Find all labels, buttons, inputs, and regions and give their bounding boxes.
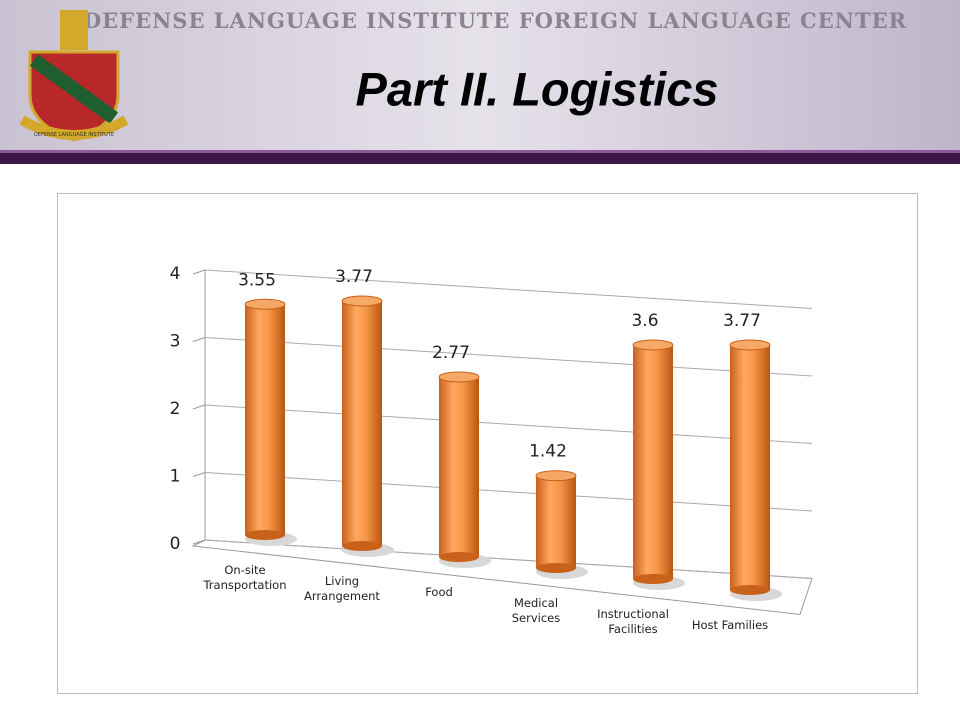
- logo: DEFENSE LANGUAGE INSTITUTE: [19, 10, 129, 142]
- y-tick-label: 1: [170, 467, 181, 487]
- logo-text: DEFENSE LANGUAGE INSTITUTE: [34, 132, 114, 138]
- cylinder-bottom: [730, 585, 770, 595]
- tick-mark: [192, 404, 206, 410]
- tick-mark: [192, 269, 206, 275]
- y-tick-label: 0: [170, 534, 181, 554]
- cylinder-bottom: [342, 541, 382, 551]
- grid-line: [204, 404, 813, 444]
- institute-name: DEFENSE LANGUAGE INSTITUTE FOREIGN LANGU…: [83, 8, 907, 33]
- slide-title: Part II. Logistics: [355, 62, 718, 115]
- cylinder: [536, 475, 576, 568]
- data-label: 1.42: [529, 442, 567, 462]
- tick-mark: [192, 539, 206, 545]
- cylinder-top: [341, 295, 383, 307]
- cylinder-top: [729, 339, 771, 351]
- cylinder-top: [632, 339, 674, 351]
- grid-line: [204, 269, 813, 309]
- header-stripe-light: [0, 150, 960, 153]
- x-tick-label: Host Families: [691, 618, 769, 632]
- tick-mark: [192, 337, 206, 342]
- header-stripe: [0, 152, 960, 164]
- plot: 0 1 2 3 4 3.55 3.77 2.77 1.42 3.6 3.77: [170, 264, 813, 615]
- cylinder-bottom: [439, 552, 479, 562]
- cylinder: [633, 345, 673, 579]
- data-label: 3.77: [335, 267, 373, 287]
- cylinder: [439, 376, 479, 557]
- cylinder-top: [438, 371, 480, 383]
- data-label: 3.55: [238, 270, 276, 290]
- cylinder-top: [244, 298, 286, 310]
- grid-line: [204, 472, 813, 512]
- cylinder: [730, 344, 770, 590]
- cylinder-bottom: [633, 574, 673, 584]
- data-label: 3.6: [631, 311, 658, 331]
- tick-mark: [192, 472, 206, 477]
- x-tick-label: Living Arrangement: [304, 574, 380, 603]
- cylinder-top: [535, 470, 577, 482]
- x-tick-label: Food: [425, 585, 453, 599]
- data-label: 2.77: [432, 343, 470, 363]
- data-label: 3.77: [723, 311, 761, 331]
- chart-frame: [57, 193, 918, 694]
- cylinder-bottom: [536, 563, 576, 573]
- header-band: [0, 0, 960, 158]
- y-tick-label: 3: [170, 332, 181, 352]
- grid-line: [204, 539, 813, 579]
- x-tick-label: Medical Services: [511, 596, 561, 625]
- cylinder-bottom: [245, 530, 285, 540]
- cylinder: [245, 304, 285, 535]
- y-tick-label: 4: [170, 264, 181, 284]
- x-tick-label: Instructional Facilities: [597, 607, 669, 636]
- cylinder: [342, 300, 382, 546]
- x-tick-label: On-site Transportation: [203, 563, 287, 592]
- grid-line: [204, 337, 813, 377]
- y-tick-label: 2: [170, 399, 181, 419]
